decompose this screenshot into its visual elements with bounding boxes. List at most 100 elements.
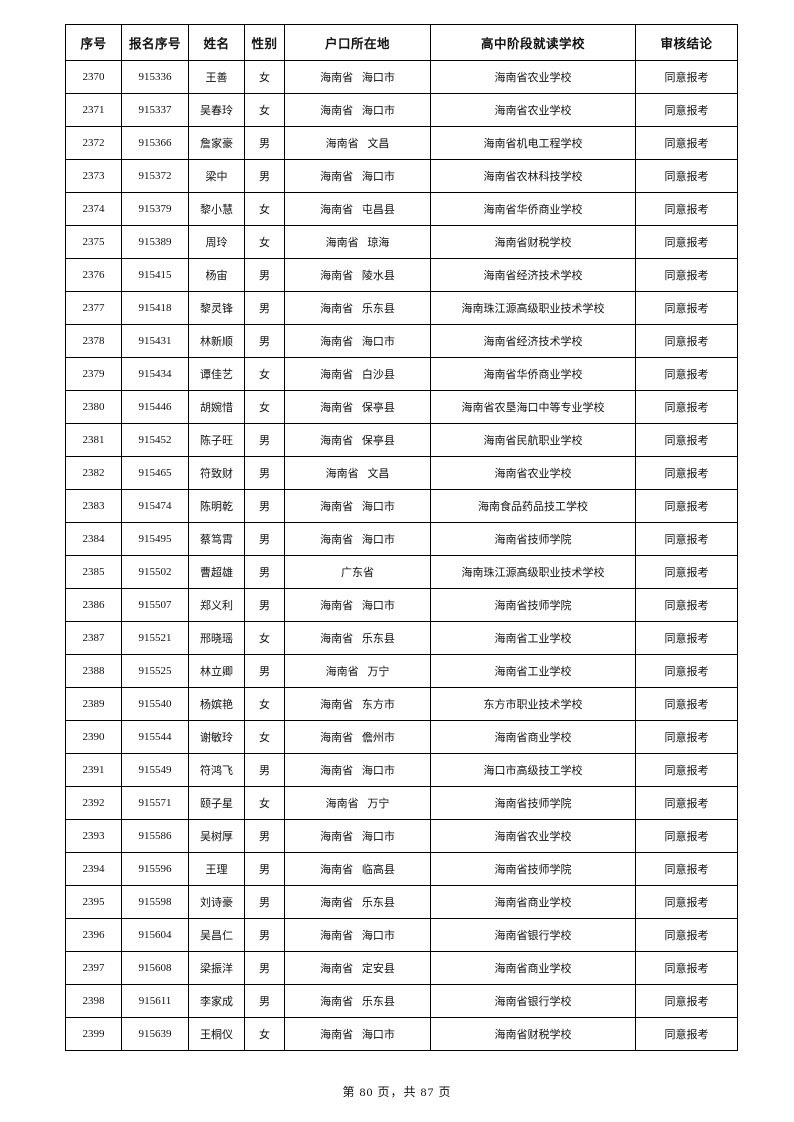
table-cell: 915446 bbox=[121, 390, 189, 424]
table-cell: 海南省 文昌 bbox=[284, 456, 431, 490]
table-row: 2384 915495 蔡笃霄男海南省 海口市 海南省技师学院 同意报考 bbox=[65, 522, 738, 556]
table-cell: 男 bbox=[244, 522, 285, 556]
table-cell: 杨宙 bbox=[188, 258, 245, 292]
table-cell: 海南珠江源高级职业技术学校 bbox=[430, 555, 636, 589]
table-cell: 2388 bbox=[65, 654, 122, 688]
table-cell: 915608 bbox=[121, 951, 189, 985]
table-row: 2396 915604 吴昌仁男海南省 海口市 海南省银行学校 同意报考 bbox=[65, 918, 738, 952]
table-cell: 915366 bbox=[121, 126, 189, 160]
table-cell: 915452 bbox=[121, 423, 189, 457]
table-row: 2375 915389 周玲女海南省 琼海 海南省财税学校 同意报考 bbox=[65, 225, 738, 259]
table-cell: 915507 bbox=[121, 588, 189, 622]
table-row: 2377 915418 黎灵锋男海南省 乐东县 海南珠江源高级职业技术学校 同意报考 bbox=[65, 291, 738, 325]
table-cell: 915596 bbox=[121, 852, 189, 886]
table-cell: 男 bbox=[244, 654, 285, 688]
table-cell: 海南省技师学院 bbox=[430, 588, 636, 622]
table-cell: 男 bbox=[244, 159, 285, 193]
table-cell: 2392 bbox=[65, 786, 122, 820]
table-cell: 同意报考 bbox=[635, 291, 738, 325]
table-cell: 915525 bbox=[121, 654, 189, 688]
table-cell: 女 bbox=[244, 390, 285, 424]
table-cell: 915372 bbox=[121, 159, 189, 193]
table-cell: 海南省 海口市 bbox=[284, 159, 431, 193]
table-cell: 915434 bbox=[121, 357, 189, 391]
table-cell: 2370 bbox=[65, 60, 122, 94]
table-cell: 男 bbox=[244, 918, 285, 952]
table-cell: 2384 bbox=[65, 522, 122, 556]
table-cell: 2374 bbox=[65, 192, 122, 226]
table-row: 2387 915521 邢晓瑶女海南省 乐东县 海南省工业学校 同意报考 bbox=[65, 621, 738, 655]
table-cell: 海南省 屯昌县 bbox=[284, 192, 431, 226]
table-cell: 海南珠江源高级职业技术学校 bbox=[430, 291, 636, 325]
table-cell: 海南省财税学校 bbox=[430, 1017, 636, 1051]
table-cell: 女 bbox=[244, 60, 285, 94]
table-cell: 女 bbox=[244, 720, 285, 754]
table-cell: 同意报考 bbox=[635, 456, 738, 490]
table-row: 2381 915452 陈子旺男海南省 保亭县 海南省民航职业学校 同意报考 bbox=[65, 423, 738, 457]
table-cell: 海南省 万宁 bbox=[284, 654, 431, 688]
table-row: 2378 915431 林新顺男海南省 海口市 海南省经济技术学校 同意报考 bbox=[65, 324, 738, 358]
table-cell: 王桐仪 bbox=[188, 1017, 245, 1051]
table-cell: 谭佳艺 bbox=[188, 357, 245, 391]
table-cell: 男 bbox=[244, 753, 285, 787]
table-cell: 海南省技师学院 bbox=[430, 786, 636, 820]
table-cell: 915431 bbox=[121, 324, 189, 358]
table-row: 2386 915507 郑义利男海南省 海口市 海南省技师学院 同意报考 bbox=[65, 588, 738, 622]
table-cell: 同意报考 bbox=[635, 93, 738, 127]
table-cell: 同意报考 bbox=[635, 819, 738, 853]
table-cell: 同意报考 bbox=[635, 588, 738, 622]
table-cell: 男 bbox=[244, 126, 285, 160]
table-cell: 海南省农业学校 bbox=[430, 456, 636, 490]
table-row: 2380 915446 胡婉惜女海南省 保亭县 海南省农垦海口中等专业学校 同意报考 bbox=[65, 390, 738, 424]
table-cell: 915389 bbox=[121, 225, 189, 259]
table-cell: 海南省 乐东县 bbox=[284, 885, 431, 919]
table-cell: 同意报考 bbox=[635, 654, 738, 688]
table-cell: 同意报考 bbox=[635, 357, 738, 391]
table-cell: 海南省 海口市 bbox=[284, 522, 431, 556]
table-cell: 同意报考 bbox=[635, 159, 738, 193]
table-cell: 海南省华侨商业学校 bbox=[430, 357, 636, 391]
table-cell: 海南省商业学校 bbox=[430, 951, 636, 985]
header-row: 序号 报名序号 姓名 性别 户口所在地 高中阶段就读学校 审核结论 bbox=[65, 24, 738, 61]
table-cell: 男 bbox=[244, 456, 285, 490]
table-cell: 周玲 bbox=[188, 225, 245, 259]
column-header: 报名序号 bbox=[121, 24, 189, 61]
column-header: 序号 bbox=[65, 24, 122, 61]
table-cell: 2389 bbox=[65, 687, 122, 721]
table-cell: 男 bbox=[244, 852, 285, 886]
table-row: 2376 915415 杨宙男海南省 陵水县 海南省经济技术学校 同意报考 bbox=[65, 258, 738, 292]
table-cell: 刘诗豪 bbox=[188, 885, 245, 919]
table-cell: 同意报考 bbox=[635, 687, 738, 721]
page-number-indicator: 第 80 页，共 87 页 bbox=[342, 1085, 452, 1099]
table-cell: 女 bbox=[244, 357, 285, 391]
table-cell: 男 bbox=[244, 555, 285, 589]
table-cell: 海南省农业学校 bbox=[430, 93, 636, 127]
table-cell: 海南省农垦海口中等专业学校 bbox=[430, 390, 636, 424]
table-cell: 915549 bbox=[121, 753, 189, 787]
table-cell: 2382 bbox=[65, 456, 122, 490]
table-cell: 蔡笃霄 bbox=[188, 522, 245, 556]
table-cell: 2385 bbox=[65, 555, 122, 589]
table-cell: 915474 bbox=[121, 489, 189, 523]
table-cell: 王理 bbox=[188, 852, 245, 886]
table-cell: 2390 bbox=[65, 720, 122, 754]
table-cell: 海南省 海口市 bbox=[284, 588, 431, 622]
table-cell: 同意报考 bbox=[635, 753, 738, 787]
table-cell: 海南省商业学校 bbox=[430, 885, 636, 919]
table-row: 2389 915540 杨嫔艳女海南省 东方市 东方市职业技术学校 同意报考 bbox=[65, 687, 738, 721]
table-row: 2388 915525 林立卿男海南省 万宁 海南省工业学校 同意报考 bbox=[65, 654, 738, 688]
table-cell: 同意报考 bbox=[635, 126, 738, 160]
table-cell: 2387 bbox=[65, 621, 122, 655]
table-cell: 海南省工业学校 bbox=[430, 654, 636, 688]
table-cell: 海南省经济技术学校 bbox=[430, 324, 636, 358]
table-cell: 胡婉惜 bbox=[188, 390, 245, 424]
table-cell: 男 bbox=[244, 951, 285, 985]
table-cell: 海南省经济技术学校 bbox=[430, 258, 636, 292]
table-cell: 915415 bbox=[121, 258, 189, 292]
table-cell: 女 bbox=[244, 621, 285, 655]
table-cell: 915465 bbox=[121, 456, 189, 490]
table-cell: 2373 bbox=[65, 159, 122, 193]
table-cell: 同意报考 bbox=[635, 918, 738, 952]
table-cell: 海南省技师学院 bbox=[430, 522, 636, 556]
table-cell: 915379 bbox=[121, 192, 189, 226]
